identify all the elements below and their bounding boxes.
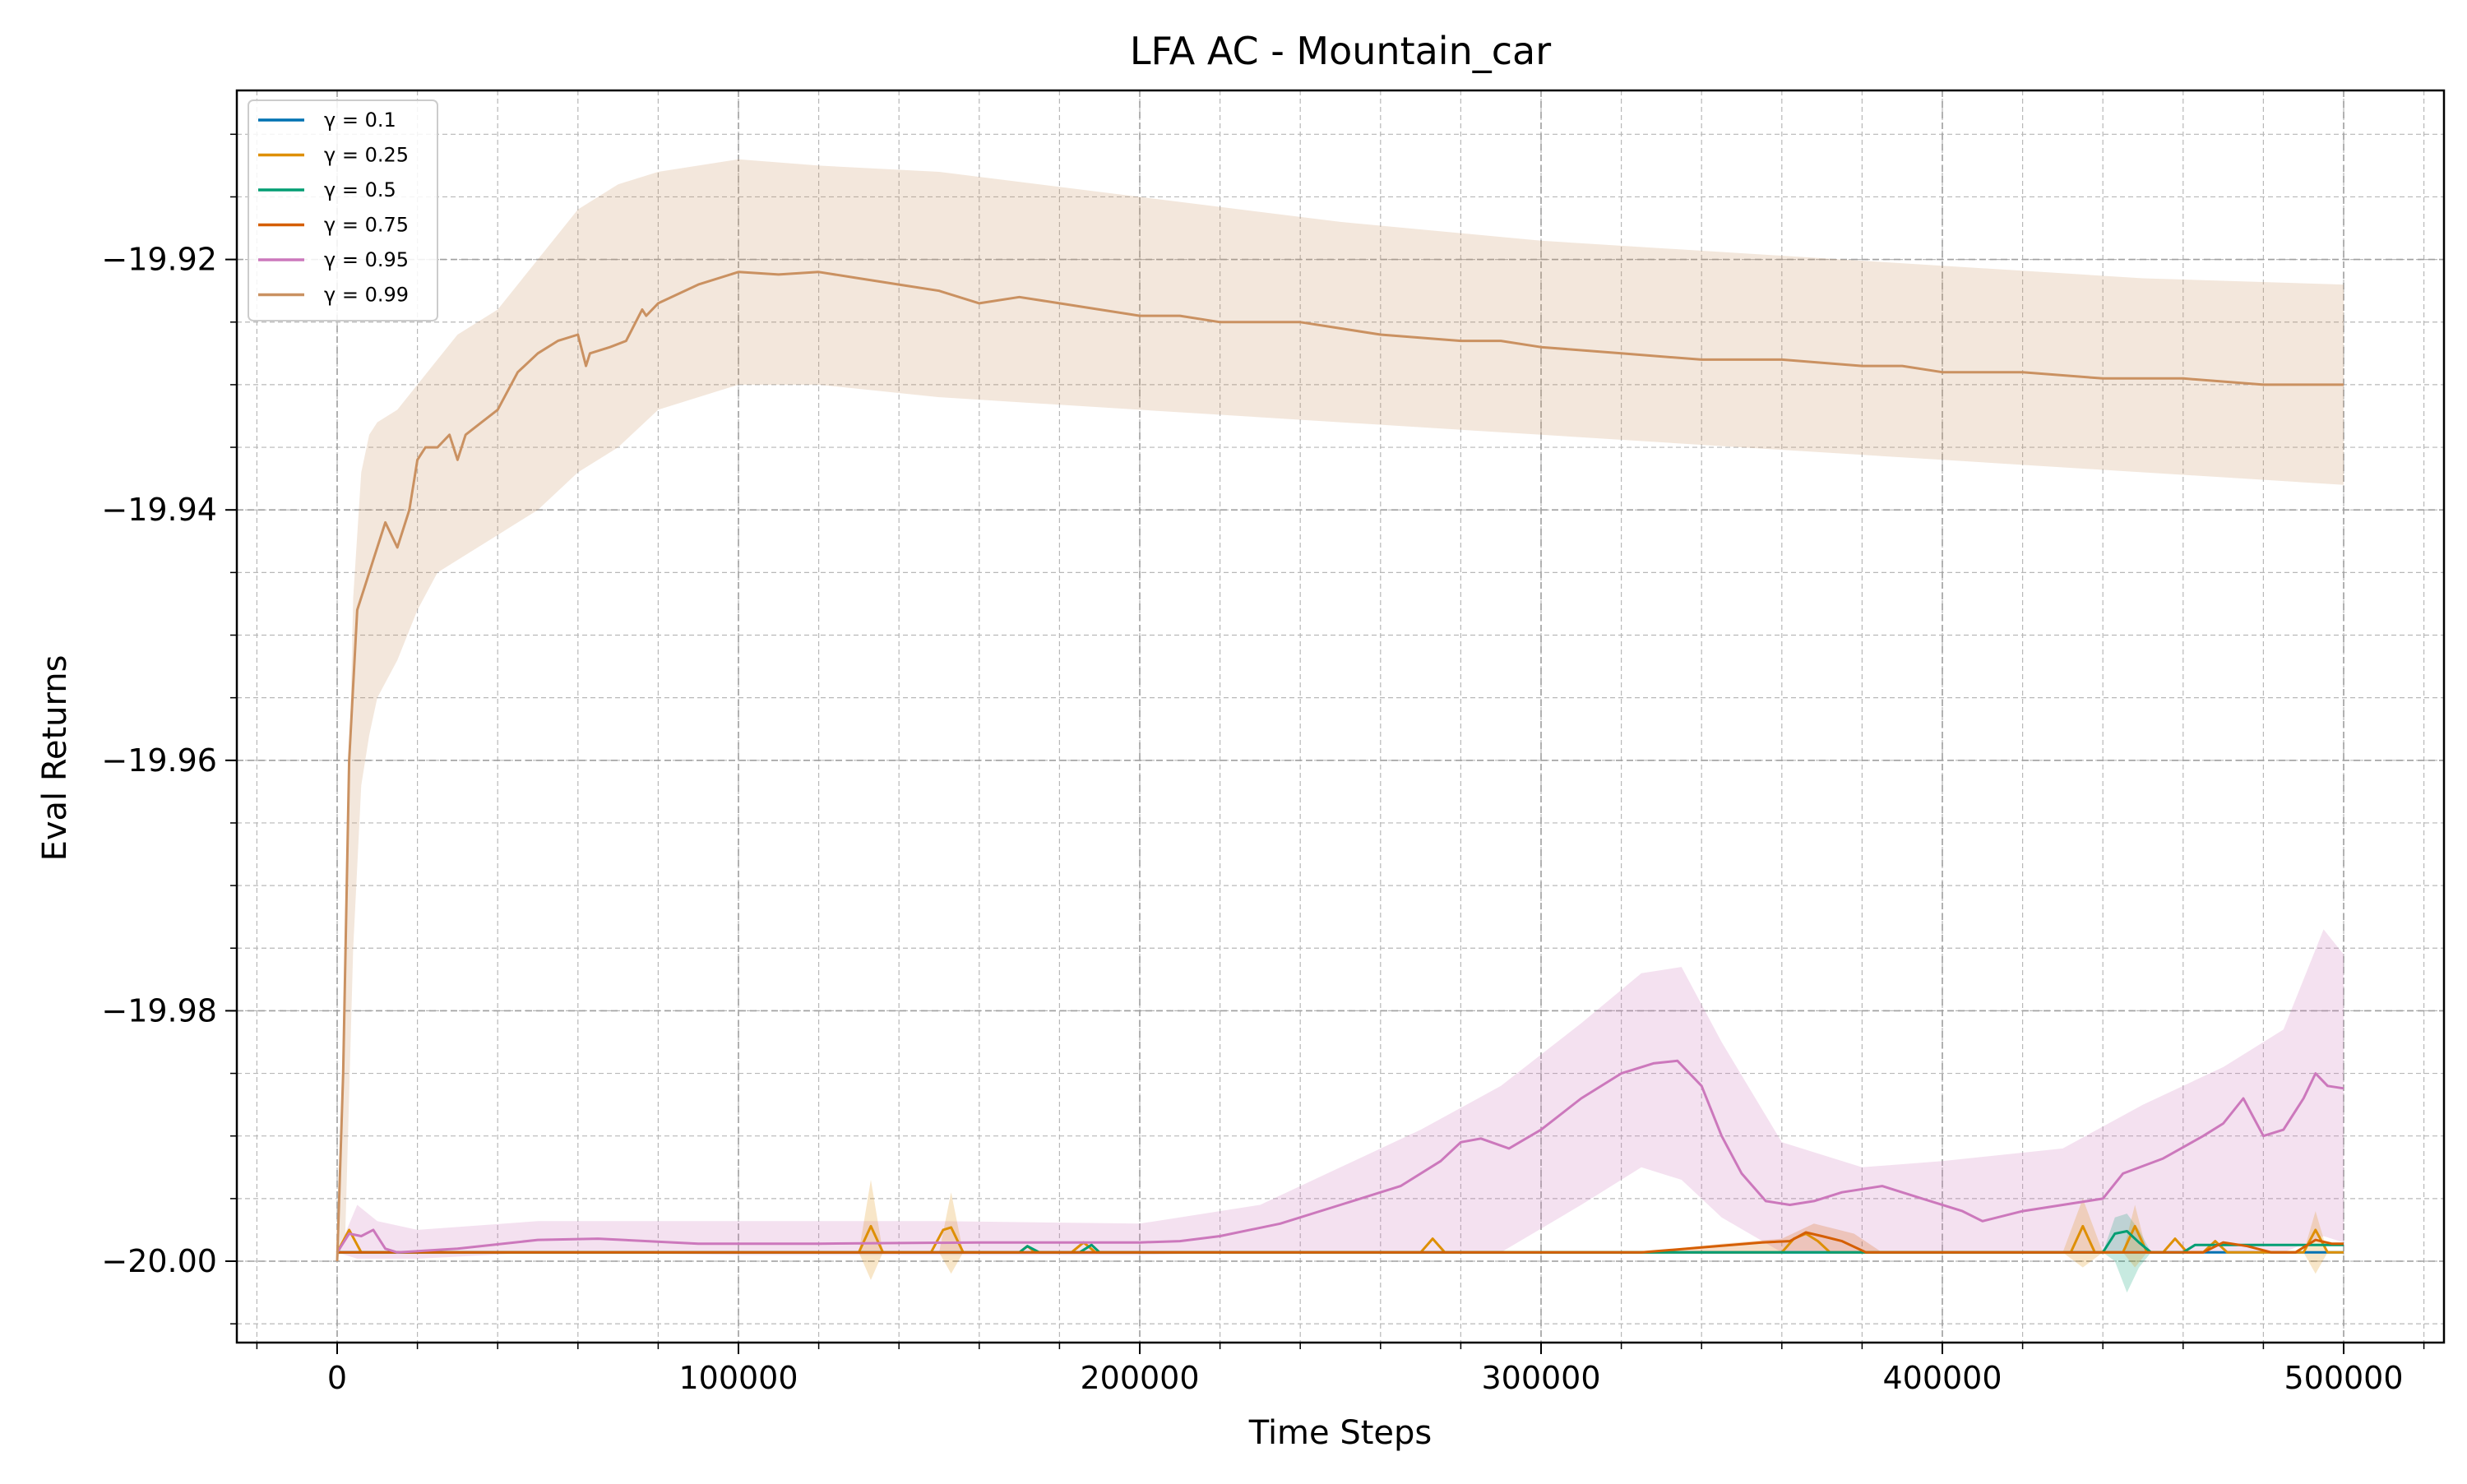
x-tick-label: 200000 xyxy=(1080,1360,1199,1396)
axis-ticks: 0 100000 200000 300000 400000 500000 −20.00 −19… xyxy=(101,133,2425,1396)
series-line-0.75 xyxy=(337,1231,2344,1254)
series-line-0.99 xyxy=(336,270,2344,1262)
y-tick-label: −19.98 xyxy=(101,992,217,1029)
legend-label: γ = 0.75 xyxy=(324,214,409,237)
x-axis-label: Time Steps xyxy=(1248,1414,1433,1452)
legend-label: γ = 0.25 xyxy=(324,144,409,167)
plot-frame xyxy=(235,89,2446,1344)
legend-label: γ = 0.95 xyxy=(324,248,409,271)
grid xyxy=(237,90,2444,1343)
series-lines xyxy=(336,270,2344,1262)
legend-label: γ = 0.99 xyxy=(324,284,409,307)
chart-title: LFA AC - Mountain_car xyxy=(1130,29,1551,73)
x-tick-label: 100000 xyxy=(678,1360,798,1396)
y-tick-label: −20.00 xyxy=(101,1243,217,1279)
legend-label: γ = 0.1 xyxy=(324,109,396,132)
x-tick-label: 0 xyxy=(327,1360,347,1396)
legend-label: γ = 0.5 xyxy=(324,178,396,201)
band-0.99 xyxy=(337,159,2344,1261)
legend: γ = 0.1 γ = 0.25 γ = 0.5 γ = 0.75 γ = 0.95 γ … xyxy=(248,99,438,321)
y-tick-label: −19.94 xyxy=(101,492,217,528)
x-tick-label: 300000 xyxy=(1481,1360,1600,1396)
y-axis-label: Eval Returns xyxy=(36,655,74,862)
y-tick-label: −19.92 xyxy=(101,242,217,278)
series-line-0.95 xyxy=(336,1059,2344,1254)
x-tick-label: 400000 xyxy=(1882,1360,2002,1396)
y-tick-label: −19.96 xyxy=(101,742,217,779)
x-tick-label: 500000 xyxy=(2284,1360,2403,1396)
band-0.95 xyxy=(337,929,2344,1259)
